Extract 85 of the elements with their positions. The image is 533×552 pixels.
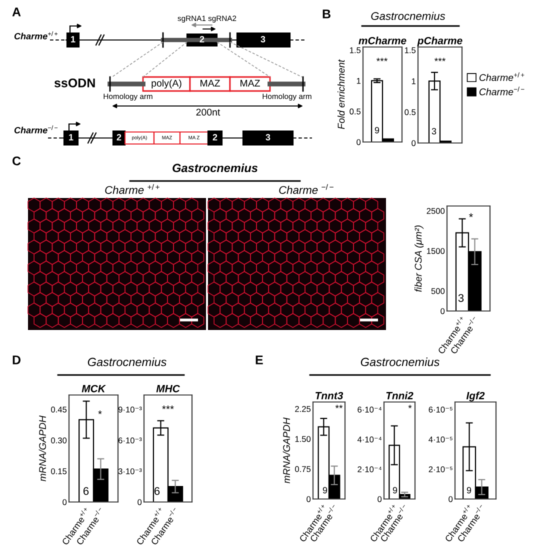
chart-title: mCharme: [358, 36, 406, 44]
y-tick-label: 0.5: [350, 108, 361, 114]
y-tick-label: 0: [440, 308, 445, 314]
text: Charme $^{−/−}$: [279, 184, 334, 194]
y-tick-label: 6·10⁻⁵: [428, 406, 452, 413]
text: Gastrocnemius: [172, 163, 258, 172]
y-tick-label: 500: [431, 288, 445, 294]
chart-title: Igf2: [466, 392, 485, 402]
chart-title: pCharme: [417, 36, 462, 46]
text: C: [12, 156, 21, 166]
y-tick-label: 0: [306, 496, 311, 502]
y-axis-title: mRNA/GAPDH: [282, 418, 290, 484]
y-tick-label: 3·10⁻³: [118, 468, 142, 474]
text: Gastrocnemius: [88, 357, 166, 366]
text: E: [256, 356, 263, 364]
legend-label: Charme$^{−/−}$: [479, 86, 524, 96]
chart-title: Tnni2: [386, 392, 414, 400]
annotation: 6: [83, 487, 89, 495]
annotation: ***: [376, 58, 388, 62]
annotation: *: [408, 404, 412, 408]
text: A: [12, 8, 21, 16]
y-tick-label: 1.50: [295, 436, 311, 442]
text: Gastrocnemius: [360, 357, 440, 366]
y-tick-label: 2·10⁻⁵: [428, 466, 452, 472]
annotation: 6: [154, 487, 160, 495]
text: D: [12, 356, 20, 364]
y-tick-label: 2.25: [295, 406, 311, 412]
text: 3: [260, 36, 266, 42]
text: Charme $^{+/+}$: [105, 184, 160, 194]
text: 2: [212, 134, 218, 140]
y-tick-label: 4·10⁻⁵: [428, 436, 452, 442]
annotation: 3: [458, 294, 464, 302]
annotation: 9: [466, 487, 472, 494]
text: Charme$^{−/−}$: [14, 125, 58, 134]
y-tick-label: 0: [412, 140, 416, 146]
y-tick-label: 0.5: [404, 109, 416, 116]
y-tick-label: 0.75: [295, 466, 311, 472]
chart-title: MHC: [156, 384, 180, 392]
text: 3: [266, 134, 270, 140]
text: Gastrocnemius: [371, 12, 446, 20]
y-tick-label: 1500: [427, 248, 445, 254]
text: 2: [116, 134, 122, 140]
y-tick-label: 1.5: [404, 47, 416, 54]
text: ssODN: [54, 78, 95, 88]
y-tick-label: 2500: [426, 208, 445, 214]
text: poly(A): [152, 79, 182, 89]
text: 200nt: [196, 108, 220, 116]
y-tick-label: 0: [138, 499, 142, 506]
annotation: *: [98, 410, 102, 414]
y-tick-label: 0.30: [51, 437, 67, 444]
text: Charme$^{+/+}$: [14, 31, 58, 40]
text: 2: [200, 36, 204, 42]
y-tick-label: 0: [378, 496, 382, 502]
y-tick-label: 1: [356, 78, 361, 84]
annotation: *: [469, 213, 473, 218]
y-tick-label: 9·10⁻³: [118, 406, 142, 413]
y-tick-label: 0: [356, 139, 361, 146]
legend-label: Charme$^{+/+}$: [479, 72, 524, 82]
text: MAZ: [240, 80, 260, 87]
y-tick-label: 6·10⁻³: [118, 437, 142, 444]
y-tick-label: 0.45: [51, 406, 67, 413]
annotation: ***: [434, 58, 446, 62]
annotation: 3: [432, 128, 436, 134]
y-tick-label: 0: [62, 499, 67, 506]
text: 1: [71, 36, 76, 42]
annotation: 9: [374, 127, 380, 134]
annotation: 9: [322, 487, 328, 494]
chart-title: Tnnt3: [316, 392, 344, 400]
text: B: [322, 10, 330, 18]
y-axis-title: mRNA/GAPDH: [38, 416, 46, 482]
y-tick-label: 0.15: [51, 468, 67, 474]
text: MAZ: [200, 80, 220, 87]
chart-title: MCK: [82, 384, 106, 392]
y-axis-title: Fold enrichment: [337, 59, 345, 130]
annotation: **: [335, 404, 343, 408]
annotation: 9: [392, 487, 398, 494]
text: 1: [69, 134, 74, 140]
y-tick-label: 1: [412, 78, 416, 84]
y-tick-label: 2·10⁻⁴: [358, 466, 382, 472]
y-axis-title: fiber CSA (μm²): [414, 226, 424, 292]
y-tick-label: 0: [448, 496, 453, 502]
y-tick-label: 4·10⁻⁴: [357, 436, 382, 442]
annotation: ***: [162, 406, 174, 410]
y-tick-label: 6·10⁻⁴: [358, 406, 382, 413]
y-tick-label: 1.5: [350, 47, 361, 54]
